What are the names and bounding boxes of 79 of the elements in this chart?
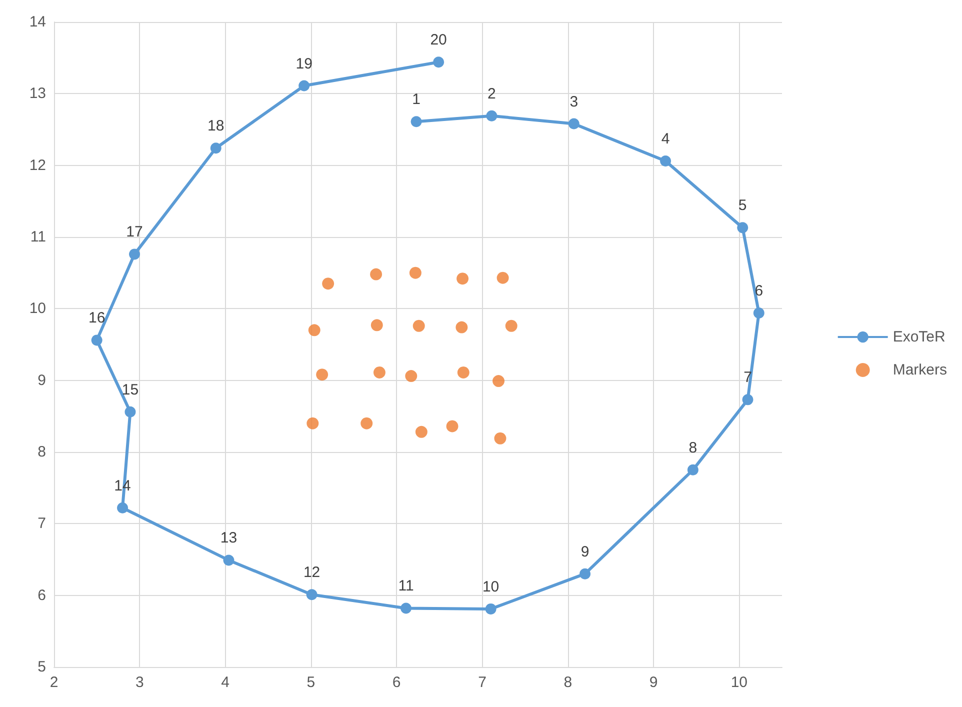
point bbox=[505, 320, 518, 332]
y-tick-label: 12 bbox=[29, 156, 46, 174]
x-tick-label: 6 bbox=[392, 674, 401, 691]
x-tick-label: 2 bbox=[50, 674, 58, 691]
y-tick-label: 7 bbox=[38, 515, 46, 532]
point bbox=[580, 568, 591, 580]
annotation: 19 bbox=[296, 55, 312, 72]
y-tick-label: 8 bbox=[38, 444, 46, 460]
point bbox=[322, 278, 334, 290]
point bbox=[753, 307, 764, 318]
point bbox=[486, 110, 498, 122]
annotation: 8 bbox=[688, 439, 698, 456]
x-tick-label: 5 bbox=[306, 674, 316, 691]
x-tick-label: 10 bbox=[730, 674, 748, 691]
annotation: 20 bbox=[430, 32, 447, 49]
point bbox=[360, 417, 373, 430]
point bbox=[409, 266, 422, 279]
annotation: 2 bbox=[487, 85, 496, 102]
point bbox=[373, 366, 386, 378]
point bbox=[446, 420, 458, 432]
x-tick-label: 4 bbox=[221, 674, 230, 691]
annotation: 6 bbox=[754, 282, 764, 300]
point bbox=[687, 464, 698, 476]
point bbox=[492, 375, 505, 388]
annotation: 17 bbox=[126, 224, 143, 241]
point bbox=[223, 554, 234, 566]
point bbox=[433, 56, 444, 68]
point bbox=[210, 142, 222, 154]
point bbox=[370, 319, 383, 332]
y-tick-label: 9 bbox=[38, 372, 46, 389]
point bbox=[457, 366, 470, 378]
point bbox=[494, 432, 506, 444]
annotation: 4 bbox=[661, 130, 670, 148]
point bbox=[316, 368, 328, 381]
annotation: 11 bbox=[398, 578, 414, 595]
point bbox=[306, 417, 319, 430]
annotation: 16 bbox=[88, 310, 106, 327]
point bbox=[742, 394, 754, 406]
y-tick-label: 11 bbox=[30, 228, 46, 246]
y-tick-label: 6 bbox=[38, 586, 46, 604]
point bbox=[308, 324, 320, 336]
y-tick-label: 14 bbox=[29, 14, 46, 30]
point bbox=[400, 602, 412, 614]
point bbox=[660, 156, 672, 167]
point bbox=[124, 406, 136, 418]
point bbox=[405, 370, 418, 382]
annotation: 9 bbox=[580, 543, 590, 560]
point bbox=[298, 80, 310, 92]
point bbox=[456, 321, 468, 334]
point bbox=[117, 502, 128, 514]
x-tick-label: 8 bbox=[564, 674, 572, 691]
y-tick-label: 10 bbox=[29, 300, 46, 318]
annotation: 15 bbox=[122, 381, 139, 398]
x-tick-label: 3 bbox=[135, 674, 144, 691]
point bbox=[412, 320, 425, 332]
point bbox=[370, 268, 382, 280]
point bbox=[568, 118, 580, 130]
annotation: 3 bbox=[570, 93, 578, 110]
annotation: 10 bbox=[482, 578, 500, 596]
annotation: 18 bbox=[208, 118, 224, 135]
annotation: 12 bbox=[303, 564, 320, 582]
annotation: 13 bbox=[220, 530, 238, 547]
y-tick-label: 13 bbox=[29, 85, 46, 102]
point bbox=[306, 589, 318, 600]
legend-label: ExoTeR bbox=[892, 328, 946, 346]
legend-label: Markers bbox=[892, 362, 947, 378]
point bbox=[485, 603, 496, 614]
annotation: 5 bbox=[738, 197, 747, 214]
point bbox=[129, 248, 140, 260]
y-tick-label: 5 bbox=[38, 658, 46, 676]
point bbox=[91, 334, 102, 346]
x-tick-label: 7 bbox=[478, 674, 486, 691]
point bbox=[410, 116, 422, 128]
point bbox=[496, 272, 509, 284]
point bbox=[737, 222, 748, 234]
annotation: 1 bbox=[412, 91, 420, 108]
x-tick-label: 9 bbox=[649, 674, 658, 691]
point bbox=[456, 272, 469, 285]
point bbox=[415, 426, 428, 438]
